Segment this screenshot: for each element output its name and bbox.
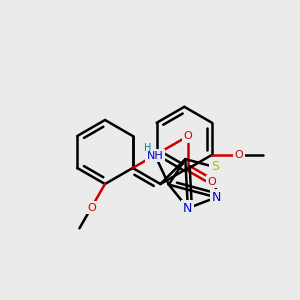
Text: O: O	[207, 177, 216, 187]
Text: H: H	[143, 142, 151, 153]
Text: O: O	[235, 150, 244, 160]
Text: O: O	[87, 202, 96, 213]
Text: N: N	[212, 191, 221, 204]
Text: O: O	[184, 131, 193, 141]
Text: S: S	[211, 160, 219, 173]
Text: N: N	[183, 202, 193, 215]
Text: NH: NH	[147, 151, 164, 160]
